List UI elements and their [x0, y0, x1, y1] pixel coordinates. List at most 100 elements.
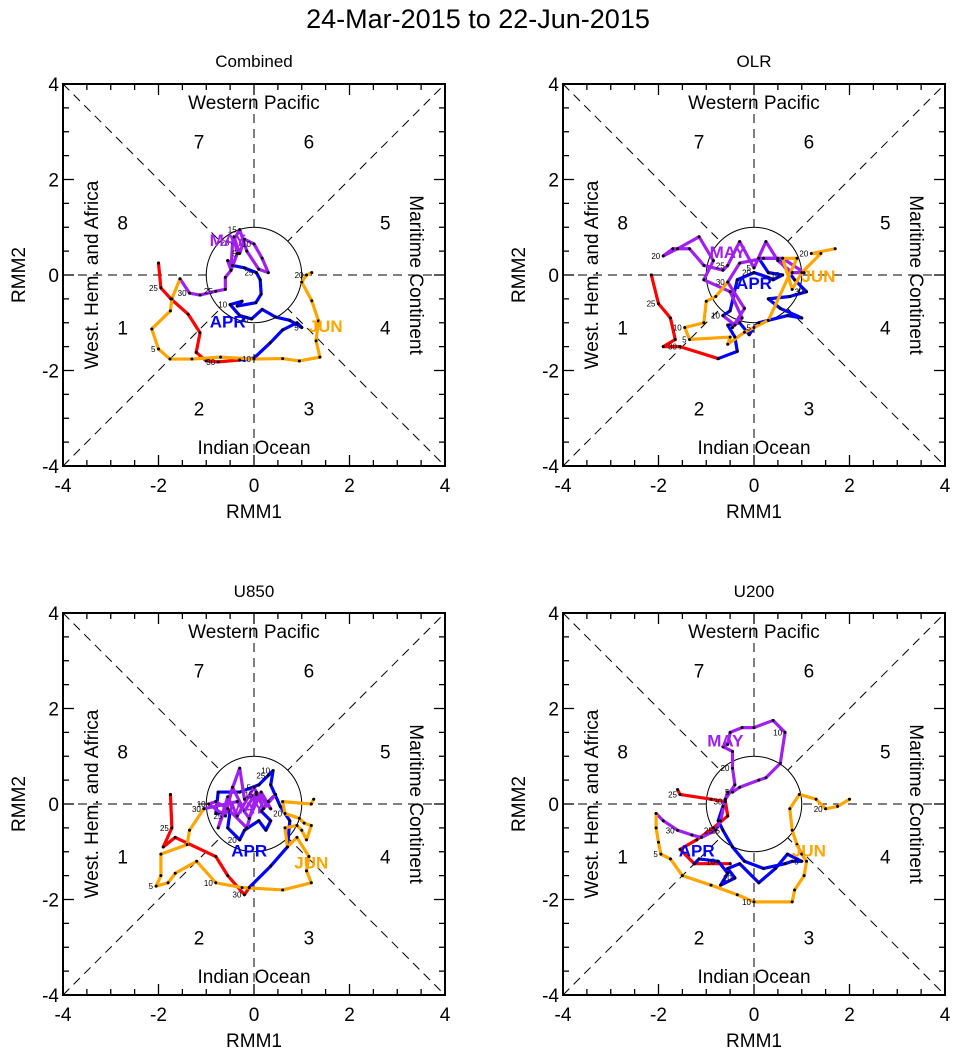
- day-label: 15: [228, 226, 237, 235]
- day-marker: [659, 852, 663, 856]
- month-label-jun: JUN: [294, 853, 328, 872]
- day-label: 10: [242, 355, 251, 364]
- day-marker: [680, 874, 684, 878]
- day-marker: [728, 862, 732, 866]
- panel-title: U850: [234, 582, 275, 601]
- phase-label-2: 2: [194, 400, 205, 421]
- x-tick-label: 0: [249, 1005, 260, 1026]
- phase-label-6: 6: [304, 661, 315, 682]
- day-marker: [214, 881, 218, 885]
- day-marker: [260, 307, 264, 311]
- day-marker: [254, 790, 258, 794]
- day-marker: [800, 271, 804, 275]
- day-marker: [168, 309, 172, 313]
- day-marker: [702, 321, 706, 325]
- day-marker: [719, 819, 723, 823]
- series-line-jun: [654, 792, 852, 904]
- day-marker: [762, 866, 766, 870]
- figure-title: 24-Mar-2015 to 22-Jun-2015: [306, 4, 650, 34]
- phase-label-5: 5: [380, 213, 391, 234]
- day-marker: [252, 785, 256, 789]
- region-label-bottom: Indian Ocean: [197, 438, 310, 459]
- day-marker: [154, 884, 158, 888]
- unit-circle: [705, 755, 803, 853]
- day-label: 25: [204, 287, 213, 296]
- day-marker: [702, 278, 706, 282]
- day-marker: [731, 845, 735, 849]
- day-marker: [226, 826, 230, 830]
- phase-label-8: 8: [617, 742, 628, 763]
- y-axis-label: RMM2: [9, 776, 30, 832]
- region-label-right: Maritime Continent: [905, 195, 926, 355]
- y-axis-label: RMM2: [509, 247, 530, 303]
- day-marker: [238, 228, 242, 232]
- day-marker: [766, 275, 770, 279]
- day-marker: [676, 788, 680, 792]
- day-marker: [238, 314, 242, 318]
- day-marker: [721, 745, 725, 749]
- region-label-bottom: Indian Ocean: [697, 967, 810, 988]
- month-label-jun: JUN: [792, 841, 826, 860]
- region-label-top: Western Pacific: [188, 93, 320, 114]
- day-marker: [269, 864, 273, 868]
- day-marker: [668, 316, 672, 320]
- day-marker: [216, 360, 220, 364]
- day-marker: [726, 871, 730, 875]
- day-marker: [198, 331, 202, 335]
- x-tick-label: -4: [55, 1005, 72, 1026]
- day-marker: [195, 859, 199, 863]
- day-marker: [824, 807, 828, 811]
- day-marker: [836, 804, 840, 808]
- day-marker: [673, 337, 677, 341]
- y-tick-label: -4: [42, 457, 59, 478]
- day-marker: [778, 761, 782, 765]
- month-label-jun: JUN: [801, 267, 835, 286]
- day-marker: [728, 730, 732, 734]
- day-marker: [242, 237, 246, 241]
- day-marker: [676, 828, 680, 832]
- day-marker: [318, 355, 322, 359]
- day-marker: [790, 900, 794, 904]
- y-tick-label: 2: [48, 171, 59, 192]
- day-marker: [778, 306, 782, 310]
- day-marker: [747, 333, 751, 337]
- day-marker: [776, 259, 780, 263]
- day-label: 30: [178, 289, 187, 298]
- day-marker: [269, 807, 273, 811]
- day-marker: [314, 339, 318, 343]
- day-label: 10: [773, 728, 782, 737]
- day-marker: [728, 335, 732, 339]
- day-marker: [257, 783, 261, 787]
- day-marker: [771, 278, 775, 282]
- day-marker: [793, 888, 797, 892]
- day-marker: [300, 326, 304, 330]
- phase-label-8: 8: [117, 213, 128, 234]
- day-marker: [238, 766, 242, 770]
- phase-label-7: 7: [694, 132, 705, 153]
- day-marker: [161, 845, 165, 849]
- day-marker: [726, 263, 730, 267]
- day-marker: [657, 840, 660, 844]
- day-marker: [654, 812, 658, 816]
- day-marker: [188, 828, 192, 832]
- x-tick-label: -4: [55, 476, 72, 497]
- day-marker: [300, 828, 304, 832]
- day-marker: [254, 301, 258, 305]
- day-marker: [833, 247, 837, 251]
- day-label: 10: [261, 767, 270, 776]
- day-marker: [683, 326, 687, 330]
- day-marker: [742, 306, 746, 310]
- day-marker: [316, 319, 320, 323]
- day-label: 5: [294, 324, 299, 333]
- day-marker: [295, 835, 299, 839]
- day-marker: [259, 292, 263, 296]
- day-marker: [242, 266, 246, 270]
- phase-label-3: 3: [304, 400, 315, 421]
- phase-label-8: 8: [117, 742, 128, 763]
- day-marker: [226, 795, 230, 799]
- day-marker: [678, 345, 682, 349]
- x-tick-label: 4: [940, 476, 951, 497]
- day-marker: [235, 304, 239, 308]
- day-label: 5: [151, 345, 156, 354]
